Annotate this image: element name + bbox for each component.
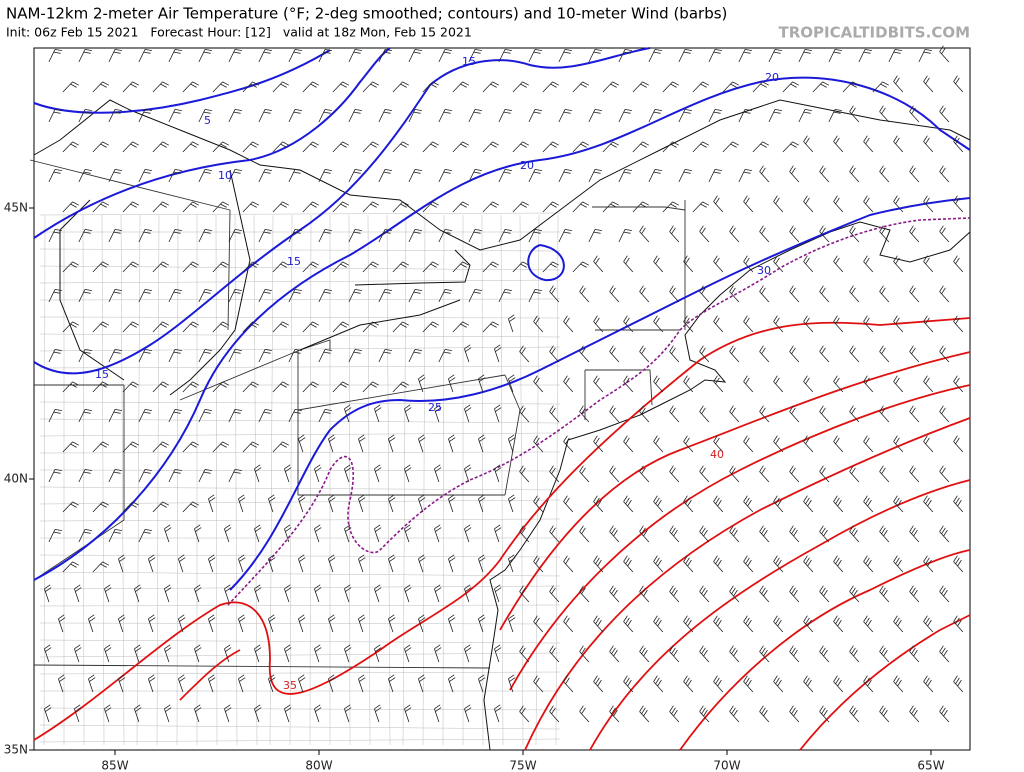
contour-label: 20	[765, 71, 779, 84]
contour-15-north	[33, 47, 651, 375]
contour-label: 30	[757, 264, 771, 277]
title: NAM-12km 2-meter Air Temperature (°F; 2-…	[6, 5, 727, 23]
contour-label: 10	[218, 169, 232, 182]
watermark: TROPICALTIDBITS.COM	[779, 24, 971, 42]
contour-label: 15	[95, 368, 109, 381]
contour-42	[524, 417, 971, 751]
x-tick-label: 80W	[305, 759, 332, 772]
contour-35	[33, 317, 971, 741]
x-tick-label: 85W	[101, 759, 128, 772]
contour-5	[33, 49, 331, 114]
contour-label: 25	[428, 401, 442, 414]
contour-10	[33, 47, 391, 239]
county-grid	[39, 212, 561, 746]
x-tick-label: 75W	[509, 759, 536, 772]
coastline	[33, 99, 971, 751]
y-tick-label: 40N	[4, 472, 28, 486]
state-borders	[29, 159, 686, 669]
x-tick-label: 65W	[917, 759, 944, 772]
contour-label: 35	[283, 679, 297, 692]
contour-44	[679, 549, 971, 751]
contour-20	[33, 76, 971, 581]
y-tick-label: 45N	[4, 201, 28, 215]
county-lines	[39, 212, 561, 746]
axes: 85W 80W 75W 70W 65W 45N 40N 35N	[4, 201, 945, 772]
contour-label: 15	[462, 55, 476, 68]
contour-label: 20	[520, 159, 534, 172]
subtitle: Init: 06z Feb 15 2021 Forecast Hour: [12…	[6, 25, 472, 40]
contour-label: 15	[287, 255, 301, 268]
barb-field	[44, 45, 964, 723]
wind-barbs	[44, 45, 964, 723]
contour-43	[589, 479, 971, 751]
contour-label: 5	[204, 114, 211, 127]
contour-45	[799, 614, 971, 751]
map-frame	[33, 47, 971, 751]
contour-25	[229, 197, 971, 591]
x-tick-label: 70W	[713, 759, 740, 772]
map-area: 5 10 15 15 15 20 20 25 30 35 40	[29, 45, 971, 751]
contour-32	[227, 217, 971, 606]
contour-label: 40	[710, 448, 724, 461]
y-tick-label: 35N	[4, 743, 28, 757]
